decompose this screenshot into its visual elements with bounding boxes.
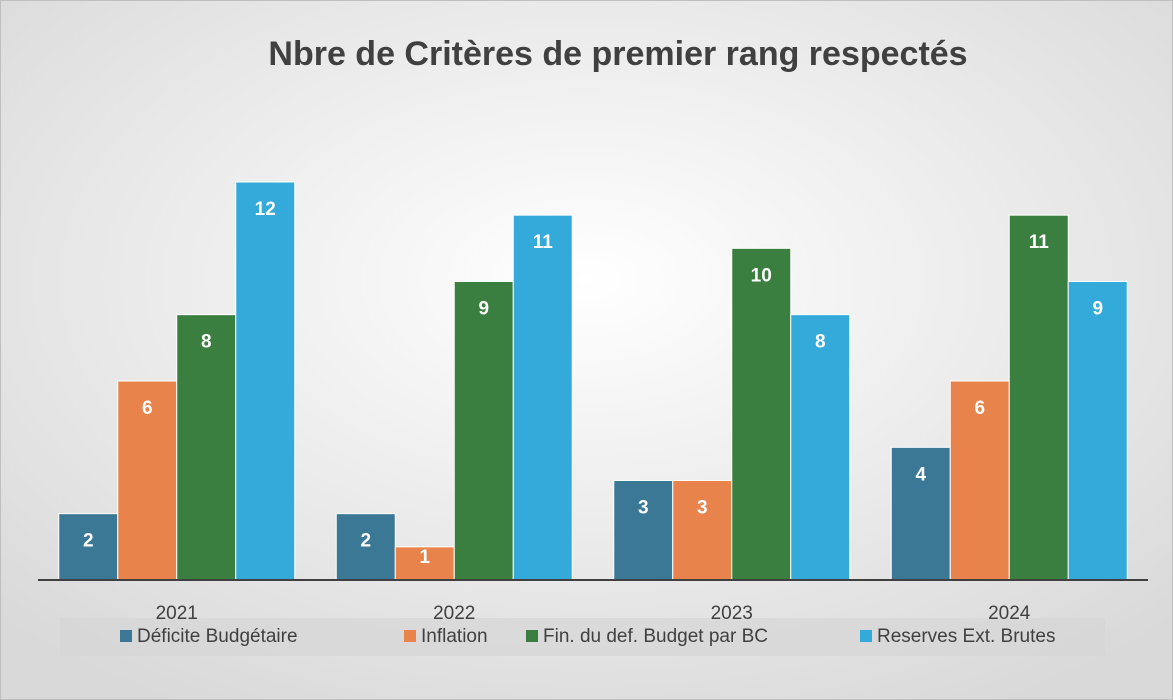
data-label: 9 xyxy=(478,299,489,320)
bar xyxy=(453,281,514,581)
data-label: 9 xyxy=(1092,299,1103,320)
x-tick-label: 2024 xyxy=(988,603,1031,624)
bar xyxy=(613,480,674,581)
data-label: 10 xyxy=(751,265,772,286)
bar xyxy=(1008,214,1069,581)
bar xyxy=(672,480,733,581)
bar xyxy=(512,214,573,581)
data-label: 2 xyxy=(83,531,94,552)
data-label: 11 xyxy=(533,232,554,253)
bar xyxy=(176,314,237,581)
legend-label: Reserves Ext. Brutes xyxy=(877,626,1055,647)
data-label: 3 xyxy=(638,498,649,519)
data-label: 1 xyxy=(419,547,430,568)
bar xyxy=(949,380,1010,581)
bar xyxy=(235,181,296,581)
data-label: 11 xyxy=(1029,232,1050,253)
x-tick-label: 2022 xyxy=(433,603,475,624)
legend-label: Déficite Budgétaire xyxy=(137,626,298,647)
bar xyxy=(731,247,792,581)
data-label: 12 xyxy=(255,199,276,220)
legend-swatch xyxy=(526,630,538,642)
legend-swatch xyxy=(120,630,132,642)
bar xyxy=(790,314,851,581)
data-label: 2 xyxy=(360,531,371,552)
data-label: 8 xyxy=(815,332,826,353)
data-label: 6 xyxy=(974,398,985,419)
x-tick-label: 2021 xyxy=(156,603,198,624)
bar xyxy=(1067,281,1128,581)
legend-swatch xyxy=(860,630,872,642)
data-label: 4 xyxy=(915,464,926,485)
bar xyxy=(117,380,178,581)
bar xyxy=(58,513,119,581)
x-tick-label: 2023 xyxy=(711,603,753,624)
legend-swatch xyxy=(404,630,416,642)
chart-title: Nbre de Critères de premier rang respect… xyxy=(268,35,967,73)
data-label: 6 xyxy=(142,398,153,419)
data-label: 8 xyxy=(201,332,212,353)
legend-label: Fin. du def. Budget par BC xyxy=(543,626,768,647)
legend-label: Inflation xyxy=(421,626,488,647)
legend-background xyxy=(60,618,1105,656)
data-label: 3 xyxy=(697,498,708,519)
